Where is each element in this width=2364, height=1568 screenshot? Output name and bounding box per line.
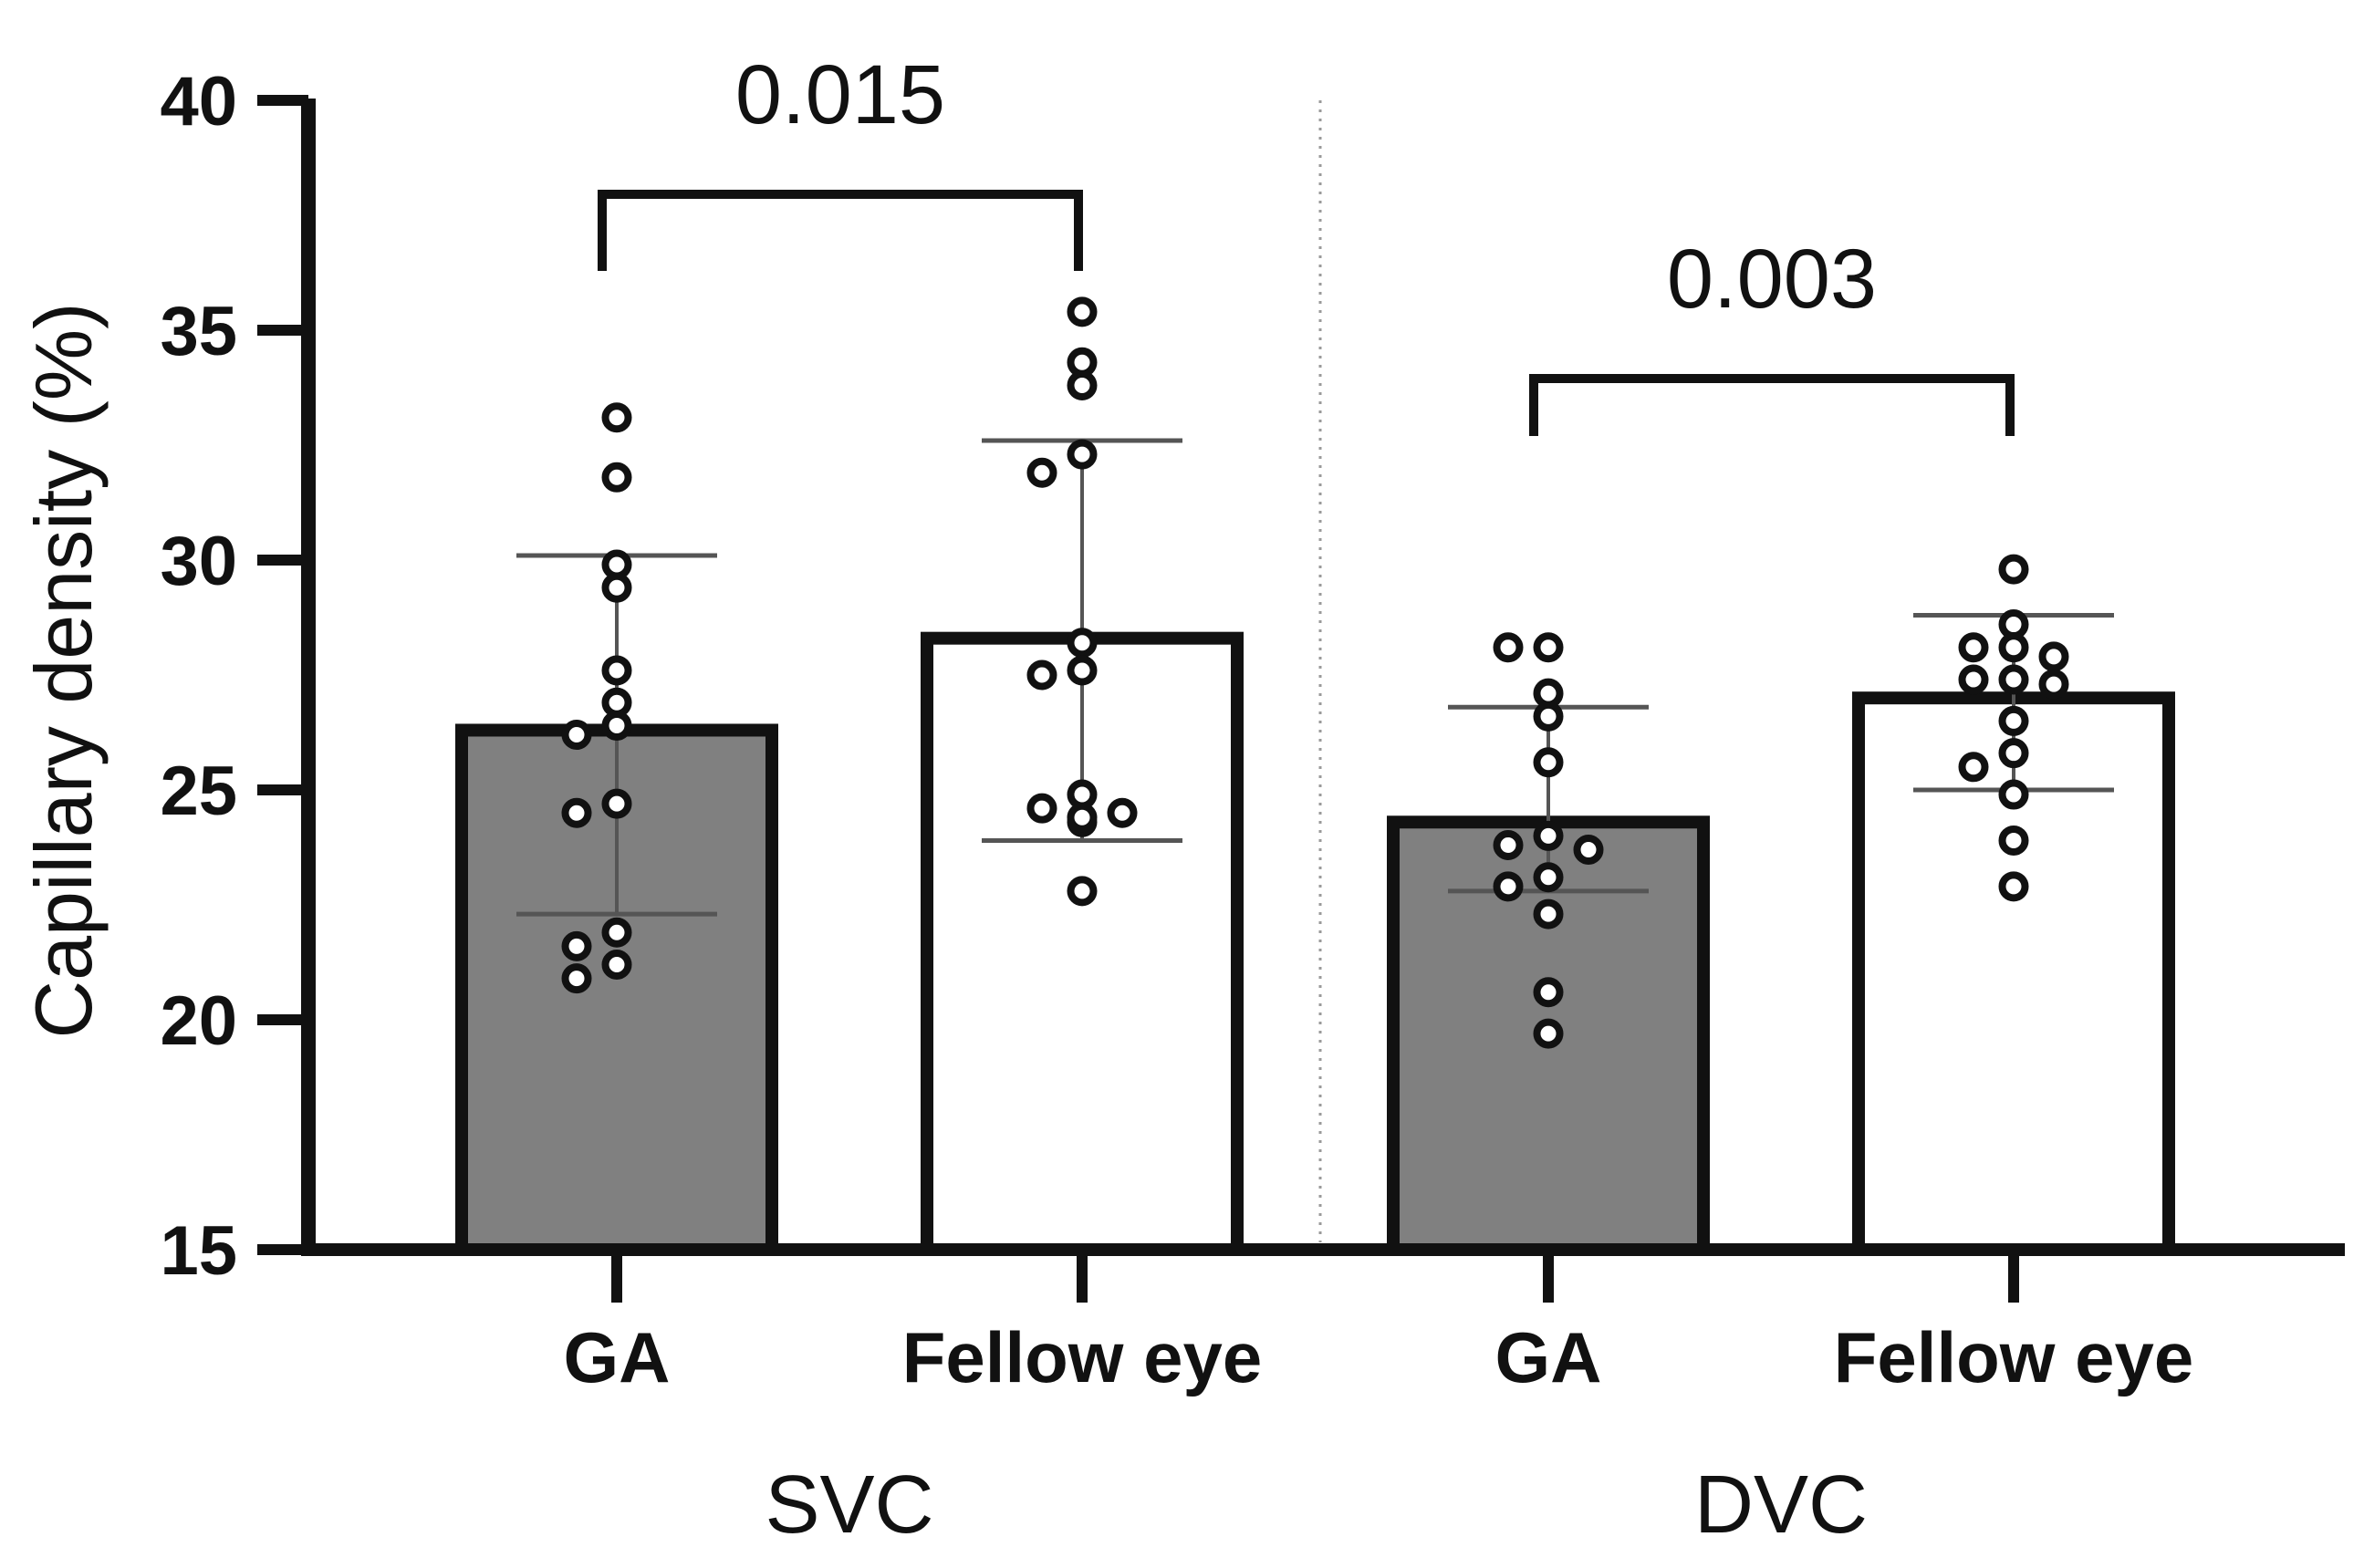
data-point: [601, 917, 632, 948]
data-point: [1533, 701, 1564, 732]
data-point: [1998, 554, 2029, 585]
data-point: [1533, 1018, 1564, 1049]
data-point: [601, 462, 632, 493]
data-point: [1533, 632, 1564, 663]
group-label: DVC: [1694, 1459, 1868, 1551]
data-point: [1067, 439, 1098, 470]
data-point: [1958, 664, 1989, 695]
y-tick-label: 35: [160, 293, 237, 370]
data-point: [601, 655, 632, 686]
data-point: [1998, 825, 2029, 856]
data-point: [1026, 659, 1057, 691]
data-point: [1998, 871, 2029, 902]
data-point: [1026, 793, 1057, 824]
y-tick-label: 30: [160, 523, 237, 600]
data-point: [2038, 669, 2069, 700]
data-point: [1493, 632, 1524, 663]
data-point: [1533, 977, 1564, 1008]
data-point: [561, 720, 592, 751]
data-point: [1067, 628, 1098, 659]
data-point: [1067, 655, 1098, 686]
category-label: GA: [564, 1317, 671, 1397]
data-point: [1533, 862, 1564, 893]
data-point: [1998, 779, 2029, 810]
significance-bracket: [598, 190, 1083, 271]
data-point: [1998, 664, 2029, 695]
data-point: [1493, 829, 1524, 860]
data-point: [1958, 752, 1989, 783]
category-label: Fellow eye: [902, 1317, 1263, 1397]
data-point: [1533, 747, 1564, 778]
p-value-label: 0.003: [1667, 233, 1877, 326]
data-point: [601, 710, 632, 741]
y-tick-label: 40: [160, 63, 237, 140]
data-point: [601, 950, 632, 981]
data-point: [1998, 705, 2029, 736]
data-point: [601, 788, 632, 819]
category-label: Fellow eye: [1834, 1317, 2194, 1397]
significance-bracket: [1529, 374, 2015, 436]
data-point: [1067, 369, 1098, 400]
y-tick-label: 15: [160, 1212, 237, 1290]
data-point: [561, 797, 592, 828]
data-point: [561, 963, 592, 994]
data-point: [561, 930, 592, 961]
data-point: [1533, 898, 1564, 929]
chart-marks: GA Fellow eye SVC 0.015 GA Fellow eye DVC 0.003: [455, 48, 2194, 1551]
data-point: [1998, 738, 2029, 769]
category-label: GA: [1495, 1317, 1602, 1397]
data-point: [601, 402, 632, 433]
y-tick-label: 20: [160, 982, 237, 1060]
y-tick-label: 25: [160, 753, 237, 830]
data-point: [1067, 296, 1098, 327]
data-point: [1958, 632, 1989, 663]
y-axis-label: Capillary density (%): [18, 303, 109, 1039]
data-point: [601, 572, 632, 603]
data-point: [1533, 820, 1564, 851]
data-point: [1067, 876, 1098, 907]
group-label: SVC: [765, 1459, 933, 1551]
data-point: [1107, 797, 1138, 828]
data-point: [1067, 802, 1098, 833]
data-point: [1573, 835, 1604, 866]
data-point: [1493, 871, 1524, 902]
p-value-label: 0.015: [735, 48, 945, 141]
data-point: [2038, 641, 2069, 672]
data-point: [1998, 632, 2029, 663]
data-point: [1026, 457, 1057, 488]
